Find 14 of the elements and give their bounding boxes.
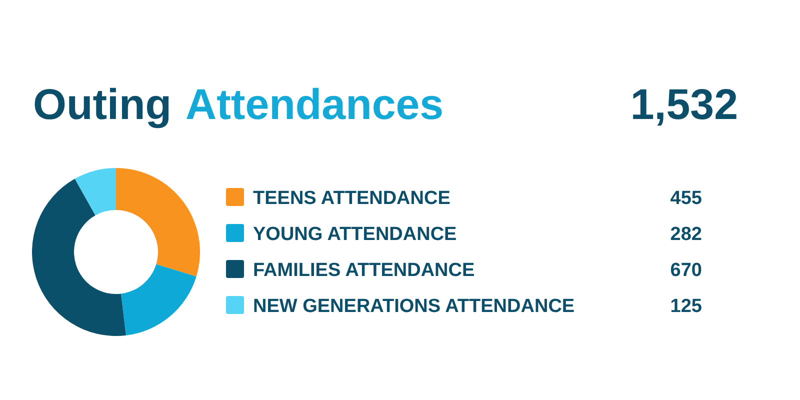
data-label: 282: [670, 224, 702, 245]
data-label: 125: [670, 296, 702, 317]
text: 1,532: [630, 81, 738, 129]
chart-title: Outing Attendances: [33, 81, 444, 129]
data-label: 670: [670, 260, 702, 281]
donut-slice: [120, 264, 196, 336]
legend-label: YOUNG ATTENDANCE: [253, 224, 457, 245]
donut-slice: [32, 178, 126, 336]
legend-label: FAMILIES ATTENDANCE: [253, 260, 475, 281]
legend-label: TEENS ATTENDANCE: [253, 188, 450, 209]
data-label: 455: [670, 188, 702, 209]
donut-slice: [74, 168, 116, 216]
donut-slice: [116, 168, 200, 276]
legend-label: NEW GENERATIONS ATTENDANCE: [253, 296, 575, 317]
